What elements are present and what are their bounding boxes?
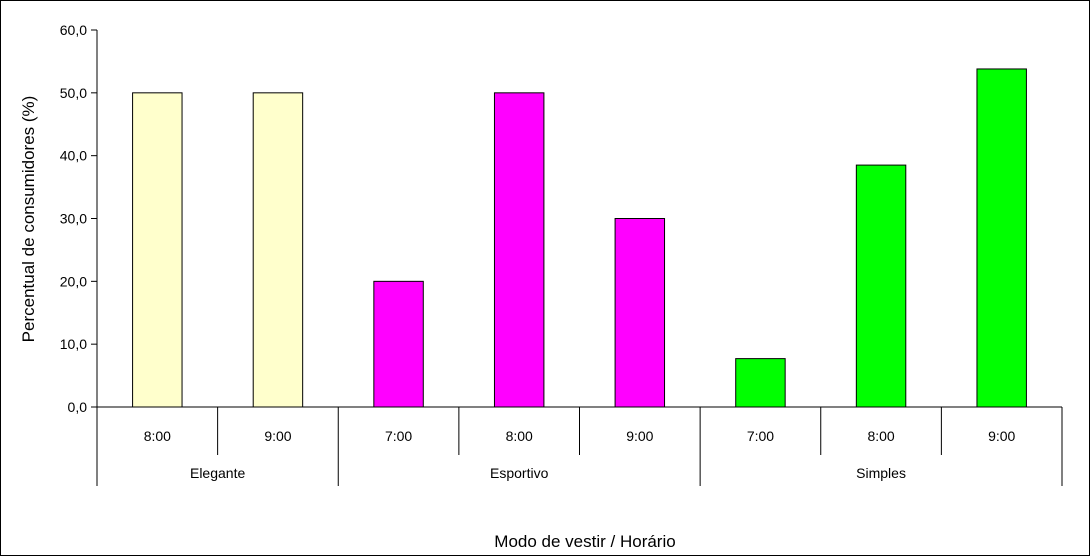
x-tick-label: 8:00	[144, 428, 171, 444]
bar	[253, 93, 302, 407]
bar	[133, 93, 182, 407]
group-label: Elegante	[190, 465, 245, 481]
y-tick-label: 30,0	[60, 211, 87, 227]
y-tick-label: 60,0	[60, 22, 87, 38]
x-tick-label: 8:00	[506, 428, 533, 444]
group-label: Esportivo	[490, 465, 549, 481]
y-tick-label: 10,0	[60, 336, 87, 352]
bar	[856, 165, 905, 407]
y-axis-label: Percentual de consumidores (%)	[19, 96, 38, 343]
x-tick-label: 9:00	[626, 428, 653, 444]
bar	[615, 219, 664, 408]
x-tick-label: 9:00	[988, 428, 1015, 444]
bar	[977, 69, 1026, 407]
y-tick-label: 0,0	[68, 399, 88, 415]
x-axis-label: Modo de vestir / Horário	[494, 532, 675, 551]
x-tick-label: 7:00	[747, 428, 774, 444]
bar	[736, 359, 785, 407]
group-label: Simples	[856, 465, 906, 481]
bar	[494, 93, 543, 407]
x-tick-label: 8:00	[867, 428, 894, 444]
bar	[374, 281, 423, 407]
x-tick-label: 9:00	[264, 428, 291, 444]
y-tick-label: 20,0	[60, 273, 87, 289]
x-tick-label: 7:00	[385, 428, 412, 444]
y-tick-label: 40,0	[60, 148, 87, 164]
y-tick-label: 50,0	[60, 85, 87, 101]
